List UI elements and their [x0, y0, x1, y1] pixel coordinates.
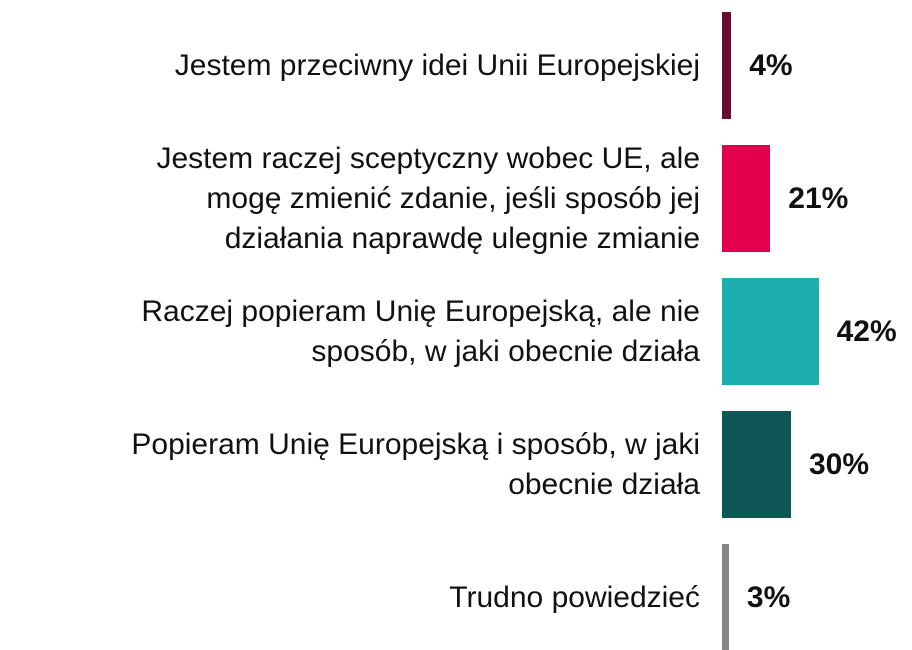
category-label: Trudno powiedzieć — [449, 580, 700, 614]
value-label: 30% — [809, 447, 870, 481]
category-label: Raczej popieram Unię Europejską, ale nie… — [141, 294, 700, 368]
bar-row: Jestem przeciwny idei Unii Europejskiej 4… — [0, 12, 912, 119]
bar — [722, 411, 791, 518]
bar-row: Popieram Unię Europejską i sposób, w jak… — [0, 411, 912, 518]
category-label: Jestem przeciwny idei Unii Europejskiej — [174, 48, 700, 82]
bar — [722, 278, 819, 385]
bar-row: Jestem raczej sceptyczny wobec UE, ale m… — [0, 141, 912, 255]
value-label: 3% — [746, 580, 791, 614]
category-label: Jestem raczej sceptyczny wobec UE, ale m… — [156, 141, 700, 255]
bar-row: Raczej popieram Unię Europejską, ale nie… — [0, 278, 912, 385]
value-label: 4% — [749, 48, 793, 82]
bar — [722, 544, 729, 650]
bar — [722, 145, 771, 252]
category-label: Popieram Unię Europejską i sposób, w jak… — [131, 427, 700, 501]
value-label: 21% — [788, 181, 849, 215]
bar — [722, 12, 732, 119]
value-label: 42% — [836, 314, 897, 348]
bar-row: Trudno powiedzieć 3% — [0, 544, 912, 650]
